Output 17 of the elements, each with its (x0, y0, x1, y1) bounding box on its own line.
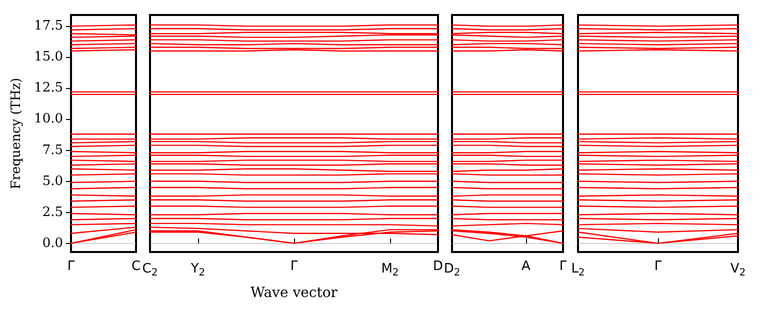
x-axis-title: Wave vector (250, 285, 338, 301)
y-tick-label: 17.5 (34, 18, 63, 34)
x-tick-label: Γ (67, 259, 76, 274)
y-axis-title: Frequency (THz) (9, 78, 24, 190)
x-tick-label: Γ (654, 259, 662, 274)
x-tick-label: Γ (559, 259, 568, 274)
y-tick-label: 10.0 (34, 112, 63, 127)
y-tick-label: 2.5 (42, 204, 63, 220)
y-tick-label: 12.5 (34, 80, 63, 96)
x-tick-label: Γ (290, 259, 298, 274)
y-tick-label: 0.0 (42, 236, 63, 251)
y-tick-label: 5.0 (42, 174, 63, 189)
x-tick-label: D (432, 259, 444, 274)
y-tick-label: 15.0 (34, 50, 63, 65)
y-tick-label: 7.5 (42, 142, 63, 158)
x-tick-label: C (131, 259, 141, 274)
x-tick-label: A (522, 259, 531, 274)
